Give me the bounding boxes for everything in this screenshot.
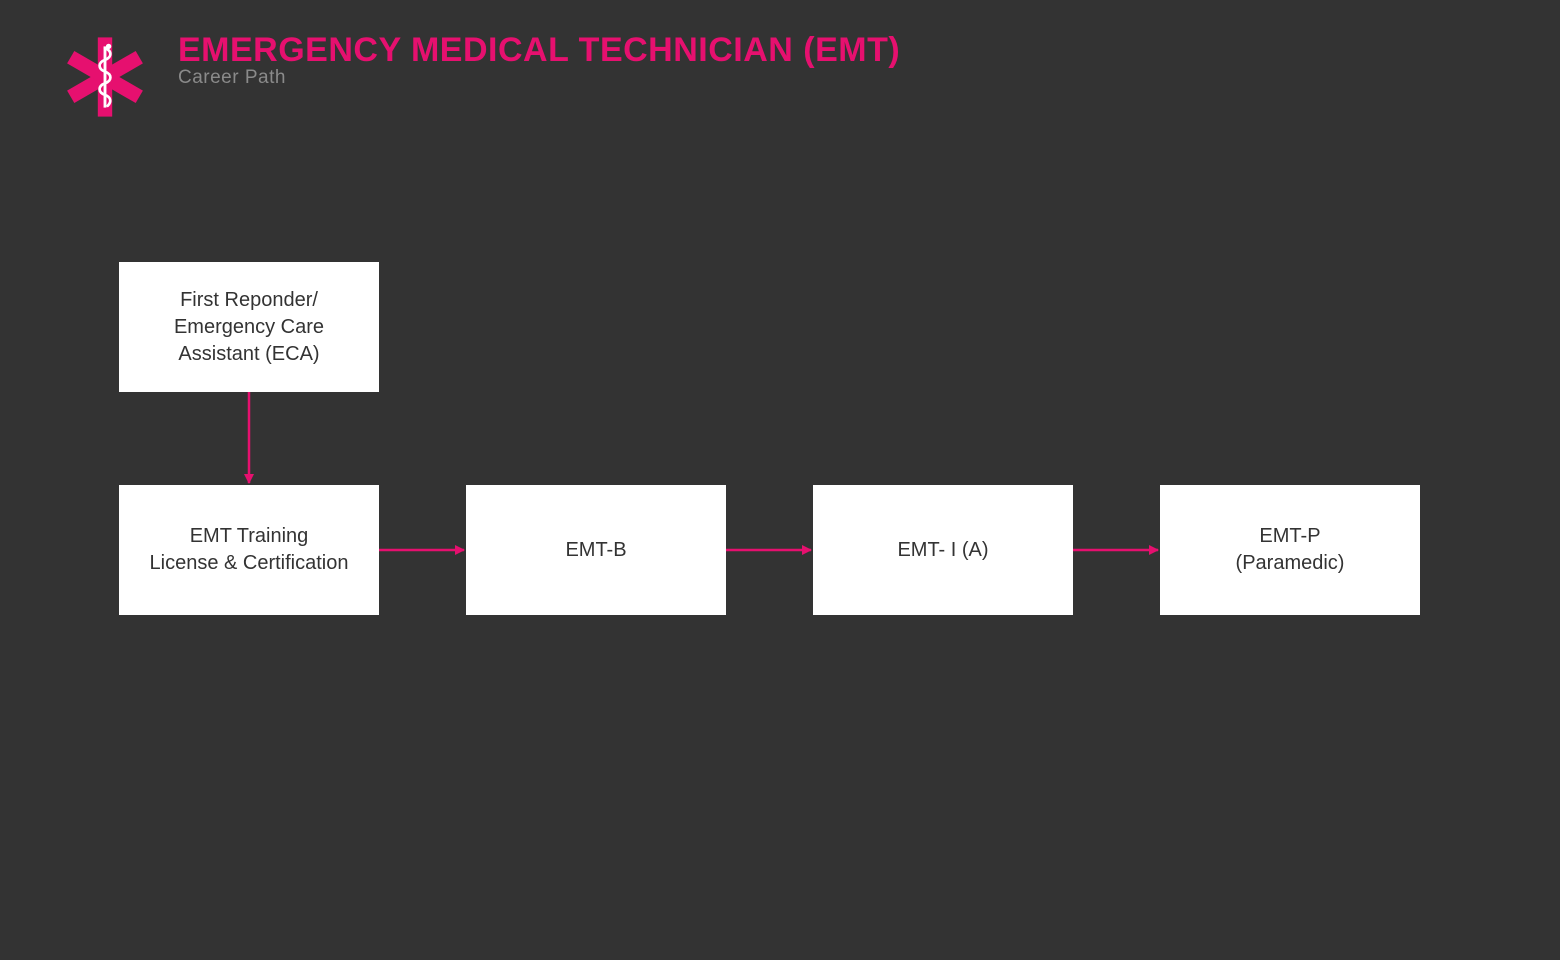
node-emt-training: EMT Training License & Certification (119, 485, 379, 615)
node-first-responder: First Reponder/ Emergency Care Assistant… (119, 262, 379, 392)
node-emt-i: EMT- I (A) (813, 485, 1073, 615)
node-emt-b: EMT-B (466, 485, 726, 615)
flowchart: First Reponder/ Emergency Care Assistant… (0, 0, 1560, 960)
arrows-layer (0, 0, 1560, 960)
node-emt-p: EMT-P (Paramedic) (1160, 485, 1420, 615)
